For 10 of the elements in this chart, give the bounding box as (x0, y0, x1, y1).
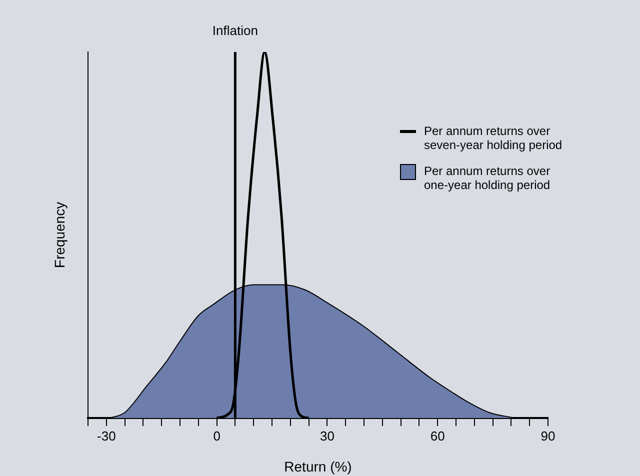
x-tick-label: 0 (213, 428, 220, 444)
y-axis-title: Frequency (51, 202, 68, 268)
x-axis-title: Return (%) (284, 458, 352, 474)
x-tick-label: 30 (320, 428, 334, 444)
legend-label: Per annum returns over one-year holding period (424, 164, 552, 192)
legend-label: Per annum returns over seven-year holding period (424, 124, 564, 152)
ref-line-label: Inflation (212, 23, 258, 38)
x-tick-label: -30 (97, 428, 116, 444)
x-tick-label: 90 (540, 428, 556, 444)
x-tick-label: 60 (430, 428, 445, 444)
